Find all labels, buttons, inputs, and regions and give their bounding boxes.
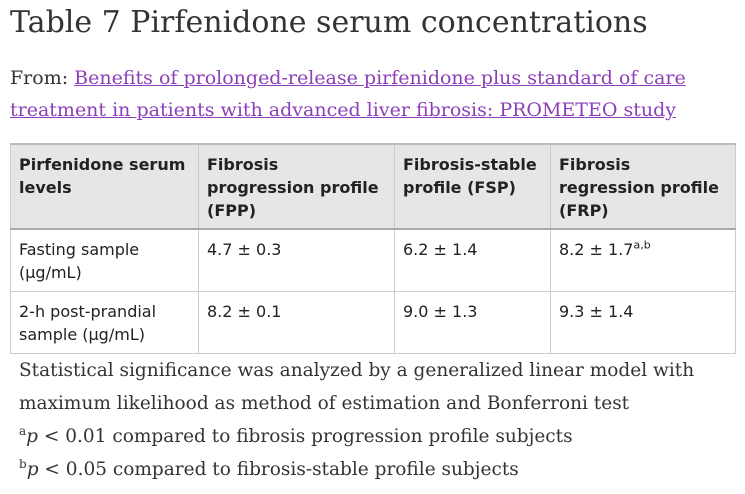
source-article-link[interactable]: Benefits of prolonged-release pirfenidon… (10, 67, 686, 121)
row-label: Fasting sample (μg/mL) (10, 228, 199, 292)
table-header-row: Pirfenidone serum levels Fibrosis progre… (10, 143, 736, 230)
footnote-a-marker: a (19, 423, 27, 438)
cell-fsp: 6.2 ± 1.4 (394, 228, 551, 292)
header-serum-levels: Pirfenidone serum levels (10, 143, 199, 230)
footnote-b: bp < 0.05 compared to fibrosis-stable pr… (19, 453, 735, 486)
from-label: From: (10, 67, 69, 89)
header-frp: Fibrosis regression profile (FRP) (550, 143, 736, 230)
serum-concentration-table: Pirfenidone serum levels Fibrosis progre… (10, 143, 736, 354)
table-container: Pirfenidone serum levels Fibrosis progre… (10, 143, 736, 354)
header-fsp: Fibrosis-stable profile (FSP) (394, 143, 551, 230)
table-footnotes: Statistical significance was analyzed by… (19, 354, 735, 486)
footnote-a: ap < 0.01 compared to fibrosis progressi… (19, 420, 735, 453)
cell-frp-value: 8.2 ± 1.7 (559, 240, 634, 259)
footnote-b-marker: b (19, 456, 27, 471)
page-title: Table 7 Pirfenidone serum concentrations (10, 5, 648, 40)
cell-frp: 9.3 ± 1.4 (550, 291, 736, 354)
source-line: From: Benefits of prolonged-release pirf… (10, 62, 735, 126)
cell-frp: 8.2 ± 1.7a,b (550, 228, 736, 292)
p-value-symbol: p (26, 459, 39, 480)
table-row: 2-h post-prandial sample (μg/mL) 8.2 ± 0… (10, 291, 736, 354)
cell-frp-value: 9.3 ± 1.4 (559, 302, 634, 321)
header-fpp: Fibrosis progression profile (FPP) (198, 143, 395, 230)
cell-fsp: 9.0 ± 1.3 (394, 291, 551, 354)
footnote-a-text: < 0.01 compared to fibrosis progression … (38, 426, 573, 447)
row-label: 2-h post-prandial sample (μg/mL) (10, 291, 199, 354)
cell-fpp: 4.7 ± 0.3 (198, 228, 395, 292)
p-value-symbol: p (26, 426, 38, 447)
statistical-note: Statistical significance was analyzed by… (19, 360, 695, 414)
table-row: Fasting sample (μg/mL) 4.7 ± 0.3 6.2 ± 1… (10, 228, 736, 292)
significance-superscript: a,b (633, 238, 651, 252)
cell-fpp: 8.2 ± 0.1 (198, 291, 395, 354)
footnote-b-text: < 0.05 compared to fibrosis-stable profi… (38, 459, 519, 480)
